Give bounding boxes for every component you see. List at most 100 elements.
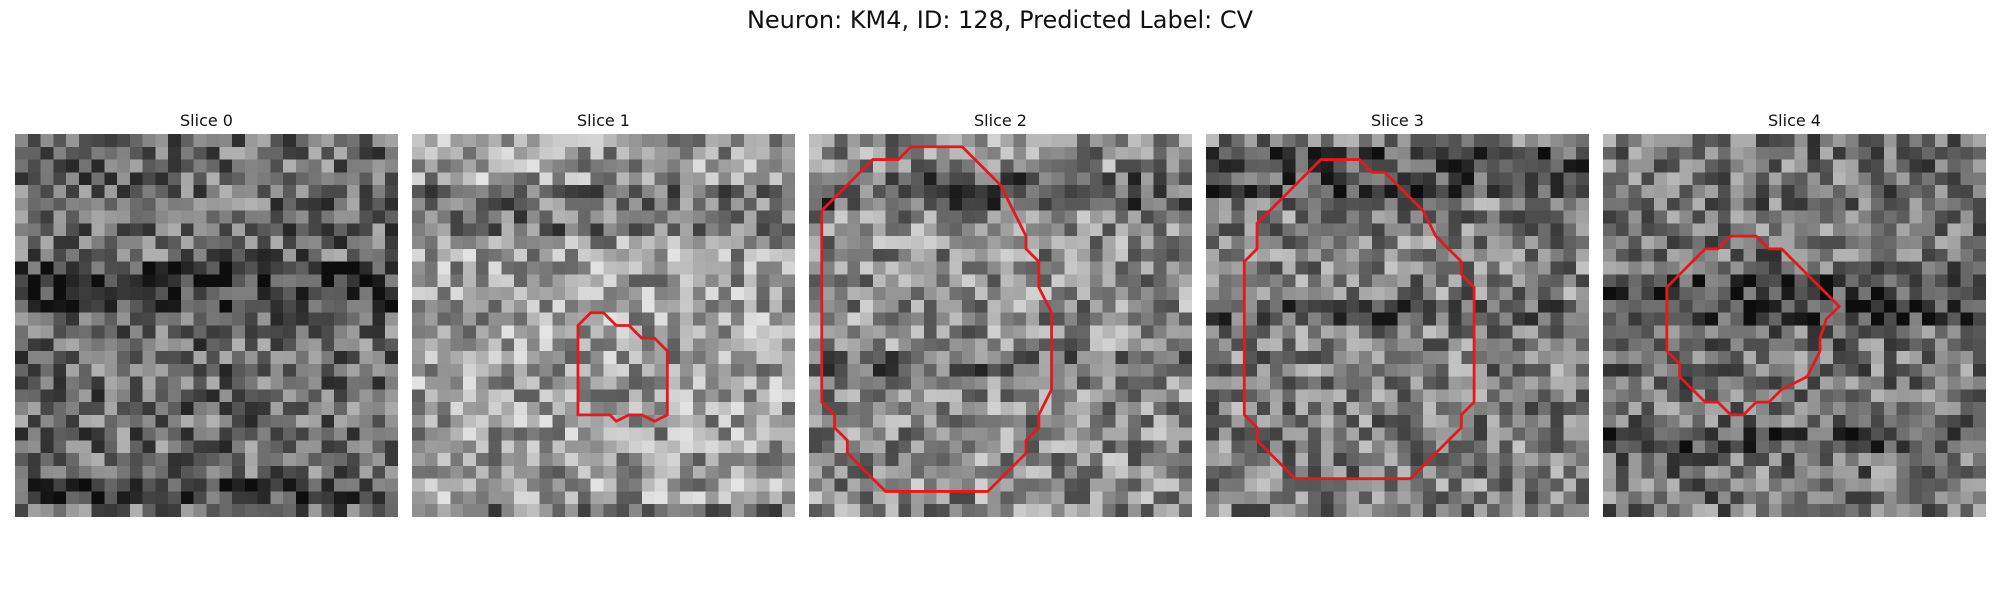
pixel: [1603, 478, 1617, 492]
pixel: [437, 402, 451, 416]
pixel: [1781, 389, 1795, 403]
pixel: [1448, 287, 1462, 301]
pixel: [346, 453, 360, 467]
pixel: [193, 210, 207, 224]
pixel: [1922, 389, 1936, 403]
pixel: [1641, 414, 1655, 428]
pixel: [1641, 134, 1655, 148]
pixel: [1909, 299, 1923, 313]
pixel: [1832, 287, 1846, 301]
pixel: [949, 389, 963, 403]
pixel: [142, 274, 156, 288]
pixel: [885, 440, 899, 454]
pixel: [577, 197, 591, 211]
pixel: [577, 325, 591, 339]
pixel: [680, 185, 694, 199]
pixel: [590, 197, 604, 211]
pixel: [257, 223, 271, 237]
pixel: [1166, 159, 1180, 173]
pixel: [962, 172, 976, 186]
pixel: [1077, 185, 1091, 199]
pixel: [1115, 159, 1129, 173]
pixel: [629, 414, 643, 428]
pixel: [1474, 414, 1488, 428]
pixel: [412, 299, 426, 313]
pixel: [860, 427, 874, 441]
pixel: [962, 248, 976, 262]
pixel: [270, 274, 284, 288]
pixel: [1499, 299, 1513, 313]
pixel: [1934, 440, 1948, 454]
pixel: [1179, 414, 1192, 428]
pixel: [577, 210, 591, 224]
pixel: [692, 172, 706, 186]
pixel: [1206, 172, 1220, 186]
pixel: [321, 338, 335, 352]
pixel: [321, 159, 335, 173]
pixel: [129, 248, 143, 262]
pixel: [257, 159, 271, 173]
pixel: [1550, 504, 1564, 517]
pixel: [1563, 299, 1577, 313]
pixel: [27, 351, 41, 365]
pixel: [1166, 134, 1180, 148]
pixel: [923, 440, 937, 454]
pixel: [1282, 134, 1296, 148]
pixel: [1717, 453, 1731, 467]
pixel: [308, 376, 322, 390]
pixel: [450, 172, 464, 186]
pixel: [412, 236, 426, 250]
pixel: [1051, 363, 1065, 377]
pixel: [1435, 223, 1449, 237]
pixel: [155, 414, 169, 428]
pixel: [1654, 325, 1668, 339]
pixel: [987, 236, 1001, 250]
pixel: [40, 134, 54, 148]
pixel: [1845, 351, 1859, 365]
pixel: [821, 159, 835, 173]
pixel: [1231, 299, 1245, 313]
pixel: [1781, 274, 1795, 288]
pixel: [1641, 159, 1655, 173]
pixel: [1705, 389, 1719, 403]
pixel: [1628, 389, 1642, 403]
pixel: [1654, 236, 1668, 250]
pixel: [1705, 325, 1719, 339]
pixel: [1666, 427, 1680, 441]
pixel: [155, 440, 169, 454]
pixel: [1717, 274, 1731, 288]
pixel: [412, 440, 426, 454]
pixel: [1550, 325, 1564, 339]
pixel: [1295, 248, 1309, 262]
pixel: [359, 287, 373, 301]
pixel: [40, 236, 54, 250]
pixel: [1077, 146, 1091, 160]
pixel: [1960, 402, 1974, 416]
pixel: [1883, 159, 1897, 173]
pixel: [295, 210, 309, 224]
pixel: [1320, 465, 1334, 479]
pixel: [860, 325, 874, 339]
pixel: [1140, 389, 1154, 403]
pixel: [219, 172, 233, 186]
pixel: [1077, 414, 1091, 428]
pixel: [1448, 491, 1462, 505]
pixel: [66, 312, 80, 326]
pixel: [450, 504, 464, 517]
pixel: [1807, 172, 1821, 186]
pixel: [1871, 274, 1885, 288]
pixel: [1654, 478, 1668, 492]
pixel: [1947, 440, 1961, 454]
pixel: [1320, 312, 1334, 326]
pixel: [1654, 427, 1668, 441]
pixel: [219, 236, 233, 250]
pixel: [1423, 491, 1437, 505]
pixel: [385, 414, 398, 428]
pixel: [1934, 274, 1948, 288]
pixel: [1654, 261, 1668, 275]
pixel: [539, 427, 553, 441]
pixel: [860, 185, 874, 199]
pixel: [117, 134, 131, 148]
pixel: [1756, 134, 1770, 148]
pixel: [206, 402, 220, 416]
